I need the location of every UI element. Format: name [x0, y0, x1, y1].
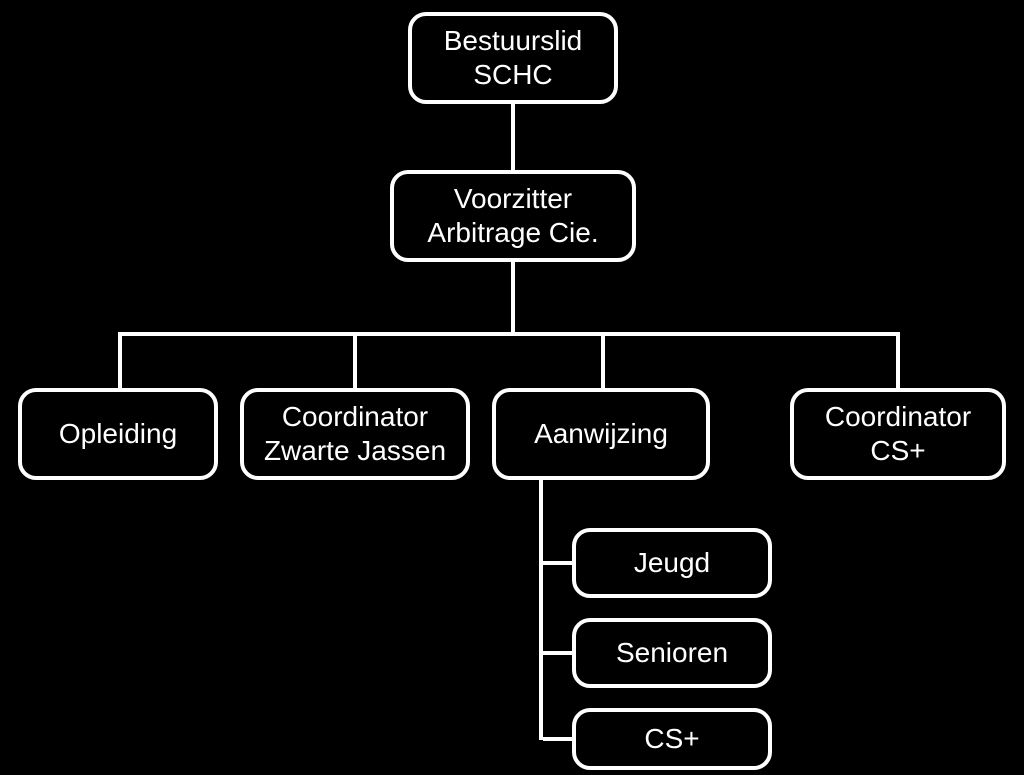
- connector-tee-jeugd: [543, 561, 572, 565]
- node-label: Zwarte Jassen: [264, 435, 446, 466]
- node-label: Arbitrage Cie.: [427, 217, 598, 248]
- node-label: Coordinator: [282, 401, 428, 432]
- node-senioren: Senioren: [572, 618, 772, 688]
- connector-tee-senioren: [543, 651, 572, 655]
- connector-chair-down: [511, 262, 515, 336]
- node-jeugd: Jeugd: [572, 528, 772, 598]
- node-csplus: CS+: [572, 708, 772, 770]
- node-label: CS+: [644, 722, 699, 756]
- node-aanwijzing: Aanwijzing: [492, 388, 710, 480]
- connector-main-bus: [118, 332, 900, 336]
- node-coordinator-zwarte-jassen: Coordinator Zwarte Jassen: [240, 388, 470, 480]
- node-label: Bestuurslid: [444, 25, 583, 56]
- node-opleiding: Opleiding: [18, 388, 218, 480]
- node-label: SCHC: [473, 59, 552, 90]
- connector-sub-vertical: [539, 480, 543, 740]
- node-bestuurslid: Bestuurslid SCHC: [408, 12, 618, 104]
- node-coordinator-csplus: Coordinator CS+: [790, 388, 1006, 480]
- node-label: Senioren: [616, 636, 728, 670]
- node-label: Aanwijzing: [534, 417, 668, 451]
- connector-drop-zwarte: [353, 336, 357, 388]
- node-label: Coordinator: [825, 401, 971, 432]
- node-label: Jeugd: [634, 546, 710, 580]
- connector-root-chair: [511, 104, 515, 170]
- connector-drop-aanwijzing: [601, 336, 605, 388]
- connector-tee-csplus: [543, 737, 572, 741]
- connector-drop-opleiding: [118, 336, 122, 388]
- node-label: Voorzitter: [454, 183, 572, 214]
- node-voorzitter: Voorzitter Arbitrage Cie.: [390, 170, 636, 262]
- node-label: CS+: [870, 435, 925, 466]
- node-label: Opleiding: [59, 417, 177, 451]
- connector-drop-csplus-coord: [896, 336, 900, 388]
